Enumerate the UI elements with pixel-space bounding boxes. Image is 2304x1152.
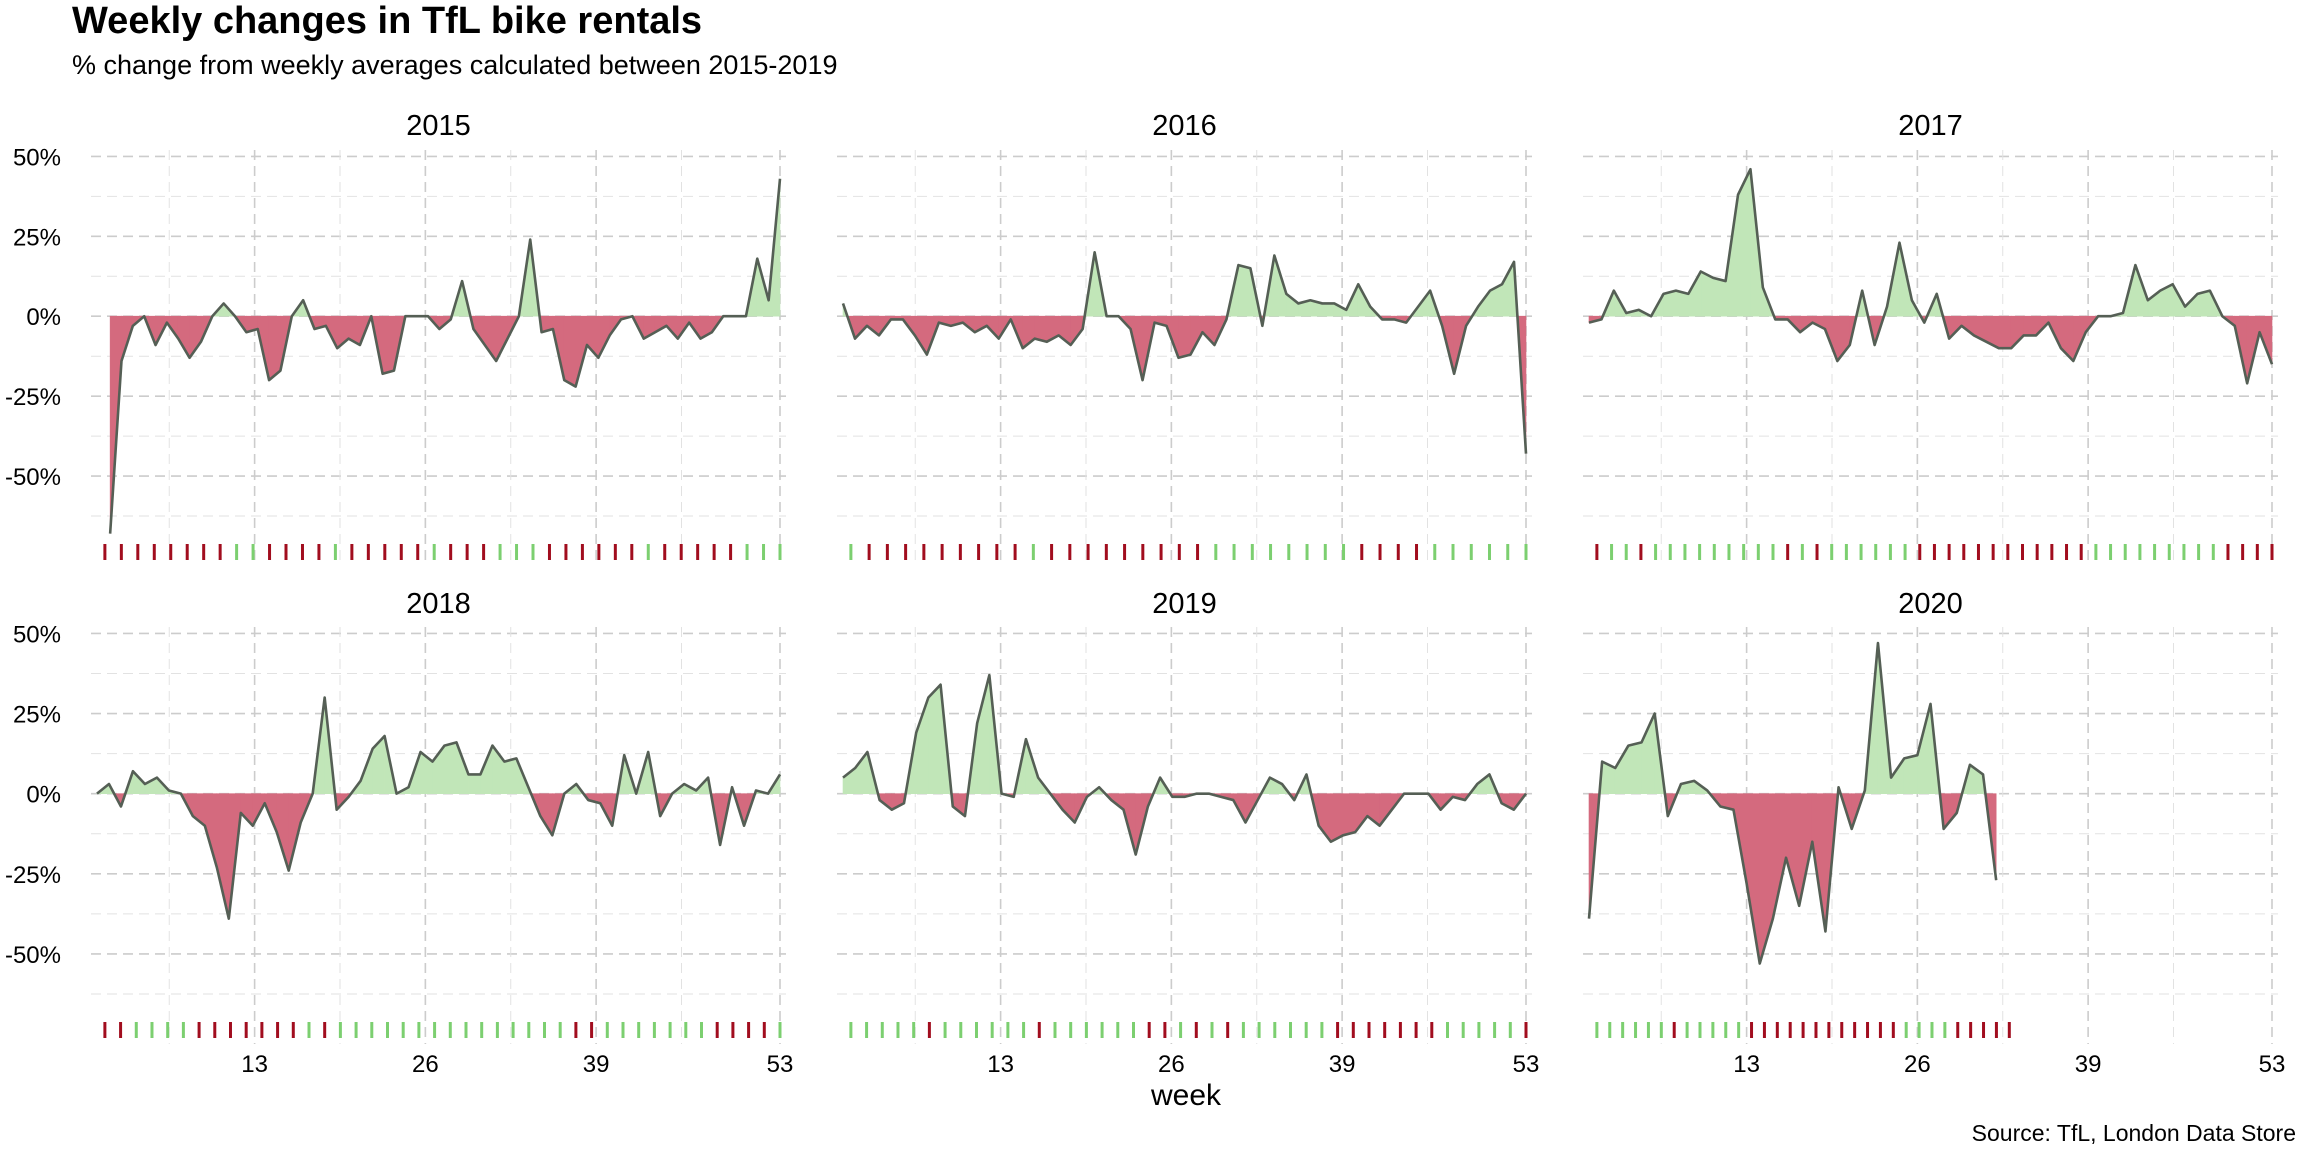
positive-area	[468, 774, 481, 794]
y-tick-label: 50%	[13, 621, 61, 648]
x-tick-label: 13	[1733, 1051, 1760, 1078]
negative-area	[1354, 793, 1368, 834]
chart-source-caption: Source: TfL, London Data Store	[1971, 1120, 2296, 1146]
negative-area	[1202, 315, 1215, 346]
y-tick-label: 25%	[13, 702, 61, 729]
x-tick-label: 26	[412, 1051, 439, 1078]
negative-area	[276, 793, 290, 871]
x-tick-label: 53	[2259, 1051, 2286, 1078]
facet-label: 2017	[1898, 110, 1963, 142]
x-tick-label: 26	[1158, 1051, 1185, 1078]
facet-label: 2020	[1898, 588, 1963, 620]
x-axis-title: week	[1150, 1079, 1222, 1112]
negative-area	[1178, 315, 1191, 359]
negative-area	[563, 315, 576, 388]
negative-area	[177, 315, 190, 359]
x-tick-label: 39	[1329, 1051, 1356, 1078]
facet-panel-2016: 2016	[837, 110, 1532, 566]
facet-panel-2020: 2020 13 26 39 53	[1583, 588, 2285, 1078]
series-line	[1587, 641, 1998, 965]
negative-area	[1062, 793, 1076, 824]
series-line	[108, 178, 782, 534]
series-line	[842, 673, 1528, 856]
positive-area	[504, 758, 517, 794]
negative-area	[914, 315, 928, 356]
positive-area	[976, 675, 990, 794]
y-tick-label: 25%	[13, 224, 61, 251]
negative-area	[1772, 793, 1787, 919]
positive-area	[1903, 754, 1918, 794]
y-tick-label: -50%	[5, 464, 61, 491]
x-tick-label: 13	[241, 1051, 268, 1078]
facet-panel-2017: 2017	[1583, 110, 2278, 566]
negative-area	[540, 793, 553, 837]
negative-area	[495, 315, 508, 362]
chart-subtitle: % change from weekly averages calculated…	[72, 50, 838, 80]
facet-panel-2019: 2019 13 26 39 53	[837, 588, 1539, 1078]
negative-area	[382, 315, 395, 375]
y-tick-label: 0%	[26, 304, 61, 331]
facet-panel-2015: 2015 50% 25% 0% -25% -50%	[5, 110, 786, 566]
facet-panel-2018: 2018 50% 25% 0% -25% -50% 13 26 39 53	[5, 588, 793, 1078]
positive-area	[1628, 741, 1642, 794]
facet-label: 2015	[406, 110, 471, 142]
positive-area	[372, 735, 385, 794]
positive-area	[1321, 303, 1335, 317]
y-tick-label: -25%	[5, 384, 61, 411]
y-tick-label: -50%	[5, 942, 61, 969]
negative-area	[1785, 793, 1800, 906]
negative-area	[1330, 793, 1344, 843]
x-tick-label: 26	[1904, 1051, 1931, 1078]
negative-area	[1998, 315, 2012, 349]
y-tick-label: 0%	[26, 782, 61, 809]
negative-area	[1943, 793, 1958, 830]
series-line	[96, 696, 782, 920]
x-tick-label: 13	[987, 1051, 1014, 1078]
x-tick-label: 39	[583, 1051, 610, 1078]
chart-title: Weekly changes in TfL bike rentals	[72, 0, 703, 42]
negative-area	[2023, 315, 2037, 336]
positive-area	[1238, 264, 1251, 317]
y-tick-label: 50%	[13, 144, 61, 171]
facet-label: 2016	[1152, 110, 1217, 142]
x-tick-label: 53	[767, 1051, 794, 1078]
negative-area	[1379, 793, 1393, 827]
positive-area	[1614, 744, 1629, 794]
positive-area	[1712, 277, 1726, 317]
series-line	[841, 250, 1528, 454]
y-tick-label: -25%	[5, 862, 61, 889]
series-line	[1588, 167, 2274, 385]
positive-area	[444, 741, 457, 794]
x-tick-label: 39	[2075, 1051, 2102, 1078]
positive-area	[928, 683, 941, 794]
x-tick-label: 53	[1513, 1051, 1540, 1078]
negative-area	[216, 793, 230, 919]
facet-label: 2018	[406, 588, 471, 620]
negative-area	[1342, 793, 1356, 836]
positive-area	[1501, 261, 1515, 317]
positive-area	[1688, 270, 1702, 317]
facet-label: 2019	[1152, 588, 1217, 620]
negative-area	[1746, 793, 1761, 964]
